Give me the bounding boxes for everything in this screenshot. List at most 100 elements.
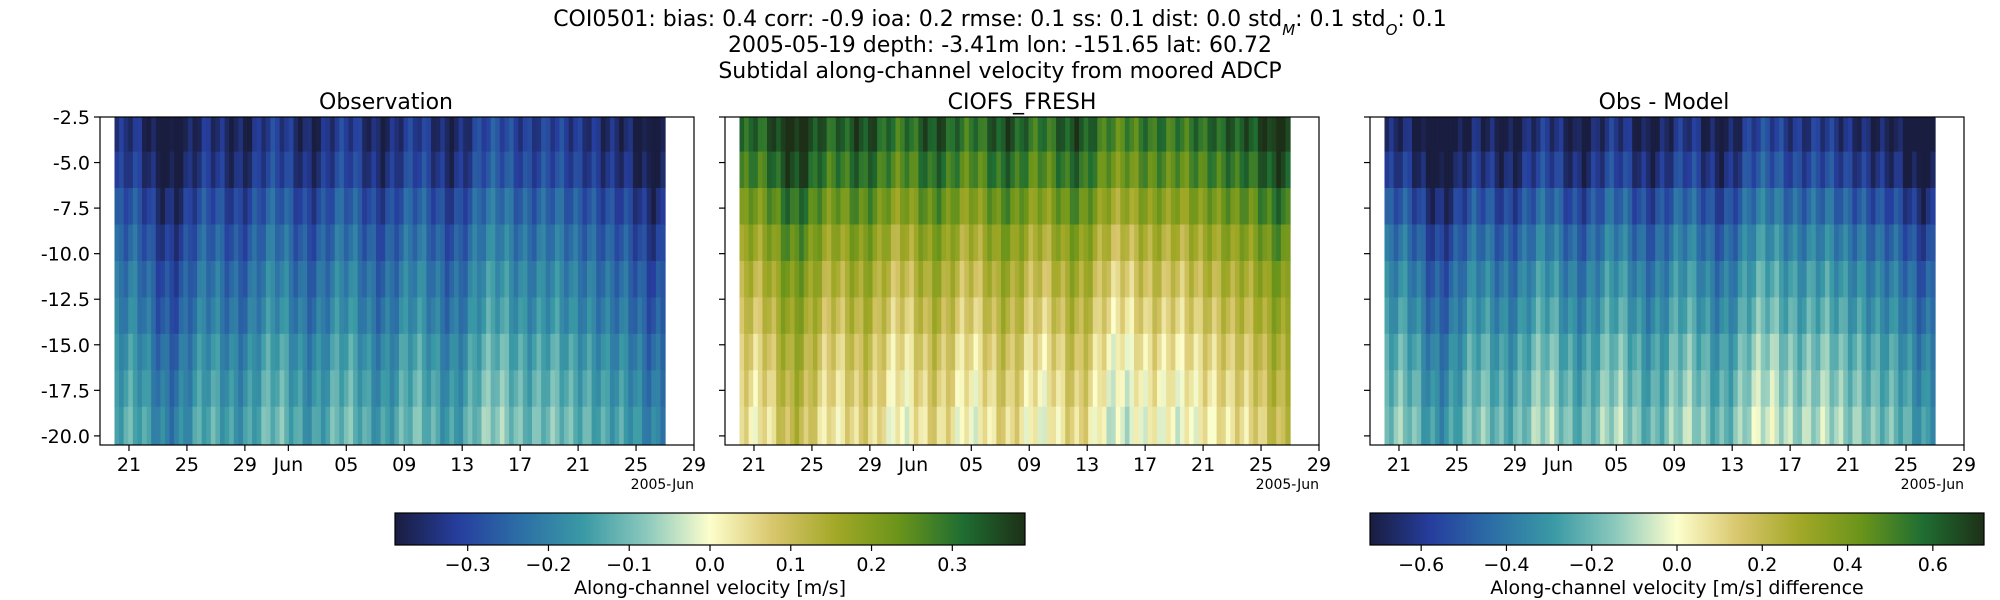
heatmap-cell [1925,260,1932,298]
heatmap-cell [1051,151,1057,189]
heatmap-cell [1857,117,1863,153]
heatmap-cell [968,260,975,298]
heatmap-cell [375,406,382,445]
heatmap-cell [545,224,551,262]
heatmap-cell [1202,370,1209,408]
heatmap-cell [1517,333,1523,371]
heatmap-cell [174,406,180,445]
heatmap-cell [536,333,542,371]
x-tick-label: 25 [1894,454,1918,476]
heatmap-cell [1092,333,1098,371]
heatmap-cell [490,406,496,445]
heatmap-cell [1861,260,1867,298]
heatmap-cell [1434,260,1441,298]
heatmap-cell [1893,260,1899,298]
heatmap-cell [1870,406,1876,445]
heatmap-cell [128,333,134,371]
heatmap-cell [316,333,322,371]
heatmap-cell [398,188,405,225]
heatmap-cell [1820,260,1826,298]
heatmap-cell [776,297,782,335]
heatmap-cell [872,297,878,335]
heatmap-cell [789,260,796,298]
heatmap-cell [1912,370,1918,408]
heatmap-cell [767,297,773,335]
heatmap-cell [206,117,212,153]
heatmap-cell [183,406,189,445]
heatmap-cell [854,224,860,262]
heatmap-cell [164,117,171,153]
heatmap-cell [614,370,620,408]
heatmap-cell [224,297,230,335]
heatmap-cell [1425,260,1431,298]
heatmap-cell [1143,297,1149,335]
heatmap-cell [220,151,226,189]
heatmap-cell [1526,117,1532,153]
heatmap-cell [1101,333,1108,371]
heatmap-cell [431,333,437,371]
heatmap-cell [1056,117,1062,153]
heatmap-cell [1714,333,1720,371]
heatmap-cell [210,406,217,445]
heatmap-cell [146,224,152,262]
heatmap-cell [591,297,597,335]
heatmap-cell [1613,260,1620,298]
heatmap-cell [1526,151,1532,189]
heatmap-cell [252,117,258,153]
heatmap-cell [509,188,515,225]
heatmap-cell [1568,297,1574,335]
heatmap-cell [1540,297,1546,335]
axes-frame [724,116,1320,446]
heatmap-cell [1765,151,1771,189]
heatmap-cell [1875,406,1881,445]
heatmap-cell [486,151,492,189]
heatmap-cell [1627,406,1633,445]
heatmap-cell [1558,406,1565,445]
heatmap-cell [1037,260,1043,298]
heatmap-cell [1494,224,1500,262]
heatmap-cell [1439,188,1445,225]
heatmap-cell [1751,406,1757,445]
heatmap-cell [1198,117,1204,153]
heatmap-cell [1921,117,1927,153]
heatmap-cell [1907,224,1913,262]
heatmap-cell [762,370,768,408]
heatmap-cell [867,151,874,189]
heatmap-cell [803,260,809,298]
heatmap-cell [1600,224,1606,262]
heatmap-cell [1234,224,1241,262]
heatmap-cell [1792,297,1798,335]
heatmap-cell [913,117,920,153]
heatmap-cell [1175,297,1181,335]
heatmap-cell [1152,151,1158,189]
heatmap-cell [1161,151,1167,189]
heatmap-cell [1262,151,1268,189]
heatmap-cell [545,406,551,445]
heatmap-cell [1120,333,1126,371]
heatmap-cell [1866,188,1872,225]
heatmap-cell [1829,188,1835,225]
heatmap-cell [137,297,143,335]
heatmap-cell [421,188,428,225]
heatmap-cell [1480,260,1487,298]
heatmap-cell [1705,297,1711,335]
heatmap-cell [936,117,942,153]
heatmap-cell [1572,188,1578,225]
heatmap-cell [1723,333,1730,371]
heatmap-cell [1512,406,1519,445]
heatmap-cell [945,117,952,153]
heatmap-cell [1106,117,1112,153]
heatmap-cell [481,117,487,153]
heatmap-cell [1234,333,1241,371]
heatmap-cell [1184,224,1190,262]
heatmap-cell [1078,370,1085,408]
heatmap-cell [1444,370,1450,408]
heatmap-cell [1115,224,1121,262]
heatmap-cell [1207,151,1213,189]
heatmap-cell [137,406,143,445]
heatmap-cell [1668,188,1675,225]
heatmap-cell [1545,406,1551,445]
heatmap-cell [1893,406,1899,445]
heatmap-cell [596,260,602,298]
heatmap-cell [412,370,418,408]
